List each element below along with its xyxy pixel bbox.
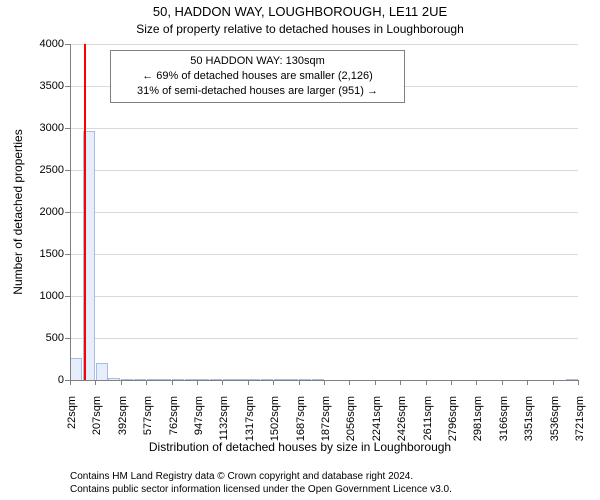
- x-tick-label: 2426sqm: [396, 394, 408, 446]
- x-tick-label: 2056sqm: [345, 394, 357, 446]
- chart-subtitle: Size of property relative to detached ho…: [0, 22, 600, 36]
- footer-attribution: Contains HM Land Registry data © Crown c…: [70, 470, 452, 496]
- y-axis-line: [70, 44, 71, 380]
- y-tick-label: 1500: [40, 248, 70, 260]
- x-tick-label: 1872sqm: [320, 394, 332, 446]
- y-tick-label: 4000: [40, 38, 70, 50]
- x-tick-label: 392sqm: [117, 394, 129, 446]
- histogram-bar: [70, 358, 82, 380]
- x-tick-label: 3721sqm: [574, 394, 586, 446]
- x-tick-label: 207sqm: [91, 394, 103, 446]
- gridline: [70, 296, 578, 297]
- x-tick-label: 1317sqm: [244, 394, 256, 446]
- y-tick-label: 0: [58, 374, 70, 386]
- annotation-line-1: 50 HADDON WAY: 130sqm: [117, 54, 398, 69]
- x-tick-label: 2241sqm: [371, 394, 383, 446]
- footer-line-1: Contains HM Land Registry data © Crown c…: [70, 470, 452, 483]
- annotation-box: 50 HADDON WAY: 130sqm ← 69% of detached …: [110, 50, 405, 103]
- gridline: [70, 212, 578, 213]
- x-tick-label: 2611sqm: [422, 394, 434, 446]
- marker-line: [84, 44, 86, 380]
- x-tick-mark: [578, 380, 579, 385]
- annotation-line-2: ← 69% of detached houses are smaller (2,…: [117, 69, 398, 84]
- x-tick-label: 3166sqm: [498, 394, 510, 446]
- x-tick-label: 947sqm: [193, 394, 205, 446]
- x-tick-label: 1132sqm: [218, 394, 230, 446]
- gridline: [70, 128, 578, 129]
- annotation-line-3: 31% of semi-detached houses are larger (…: [117, 84, 398, 99]
- x-tick-label: 577sqm: [142, 394, 154, 446]
- chart-container: 50, HADDON WAY, LOUGHBOROUGH, LE11 2UE S…: [0, 0, 600, 500]
- y-tick-label: 2500: [40, 164, 70, 176]
- x-tick-label: 762sqm: [168, 394, 180, 446]
- gridline: [70, 44, 578, 45]
- x-tick-label: 3536sqm: [549, 394, 561, 446]
- y-tick-label: 3500: [40, 80, 70, 92]
- gridline: [70, 254, 578, 255]
- y-tick-label: 500: [46, 332, 70, 344]
- y-tick-label: 3000: [40, 122, 70, 134]
- footer-line-2: Contains public sector information licen…: [70, 483, 452, 496]
- x-tick-label: 3351sqm: [523, 394, 535, 446]
- chart-title: 50, HADDON WAY, LOUGHBOROUGH, LE11 2UE: [0, 4, 600, 19]
- gridline: [70, 170, 578, 171]
- x-tick-label: 2981sqm: [472, 394, 484, 446]
- x-tick-label: 1502sqm: [269, 394, 281, 446]
- x-tick-label: 2796sqm: [447, 394, 459, 446]
- x-tick-label: 1687sqm: [295, 394, 307, 446]
- x-tick-label: 22sqm: [66, 394, 78, 446]
- gridline: [70, 338, 578, 339]
- x-axis-title: Distribution of detached houses by size …: [0, 440, 600, 454]
- y-tick-label: 2000: [40, 206, 70, 218]
- y-axis-title: Number of detached properties: [11, 129, 25, 294]
- histogram-bar: [96, 363, 108, 380]
- y-tick-label: 1000: [40, 290, 70, 302]
- x-axis-line: [70, 380, 578, 381]
